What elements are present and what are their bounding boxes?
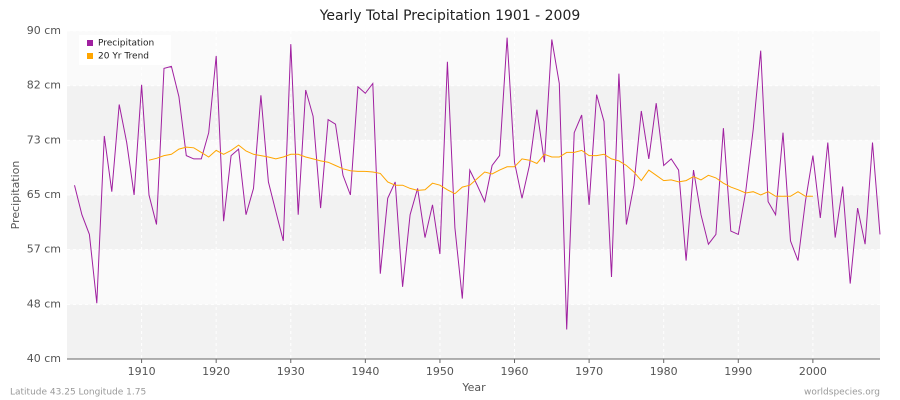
y-tick-label: 48 cm [27,297,61,310]
x-tick-label: 1940 [351,365,379,378]
footnote: Latitude 43.25 Longitude 1.75 [10,388,146,398]
grid-band [67,195,880,250]
legend-swatch [87,53,93,59]
series-line [148,144,813,197]
legend-box [79,35,171,65]
plot-area [67,30,880,360]
x-tick-label: 1970 [575,365,603,378]
grid-band [67,140,880,195]
x-tick-label: 1920 [202,365,230,378]
y-tick-label: 82 cm [27,79,61,92]
series-line [74,37,881,330]
grid-band [67,249,880,305]
grid-band [67,31,880,86]
x-tick-label: 1950 [426,365,454,378]
y-tick-label: 40 cm [27,352,61,365]
x-tick-label: 2000 [799,365,827,378]
y-tick-label: 90 cm [27,24,61,37]
x-tick-label: 1910 [128,365,156,378]
x-tick-label: 1960 [501,365,529,378]
y-tick-label: 73 cm [27,133,61,146]
legend-swatch [87,40,93,46]
y-tick-label: 65 cm [27,188,61,201]
chart-title: Yearly Total Precipitation 1901 - 2009 [319,8,581,24]
grid-band [67,304,880,359]
source: worldspecies.org [804,388,880,398]
x-tick-label: 1980 [650,365,678,378]
y-tick-label: 57 cm [27,243,61,256]
x-tick-label: 1930 [277,365,305,378]
grid-band [67,85,880,141]
x-tick-label: 1990 [724,365,752,378]
legend-label: Precipitation [98,39,154,49]
y-axis-label: Precipitation [9,161,22,230]
legend-label: 20 Yr Trend [98,52,149,62]
x-axis-label: Year [461,381,486,394]
